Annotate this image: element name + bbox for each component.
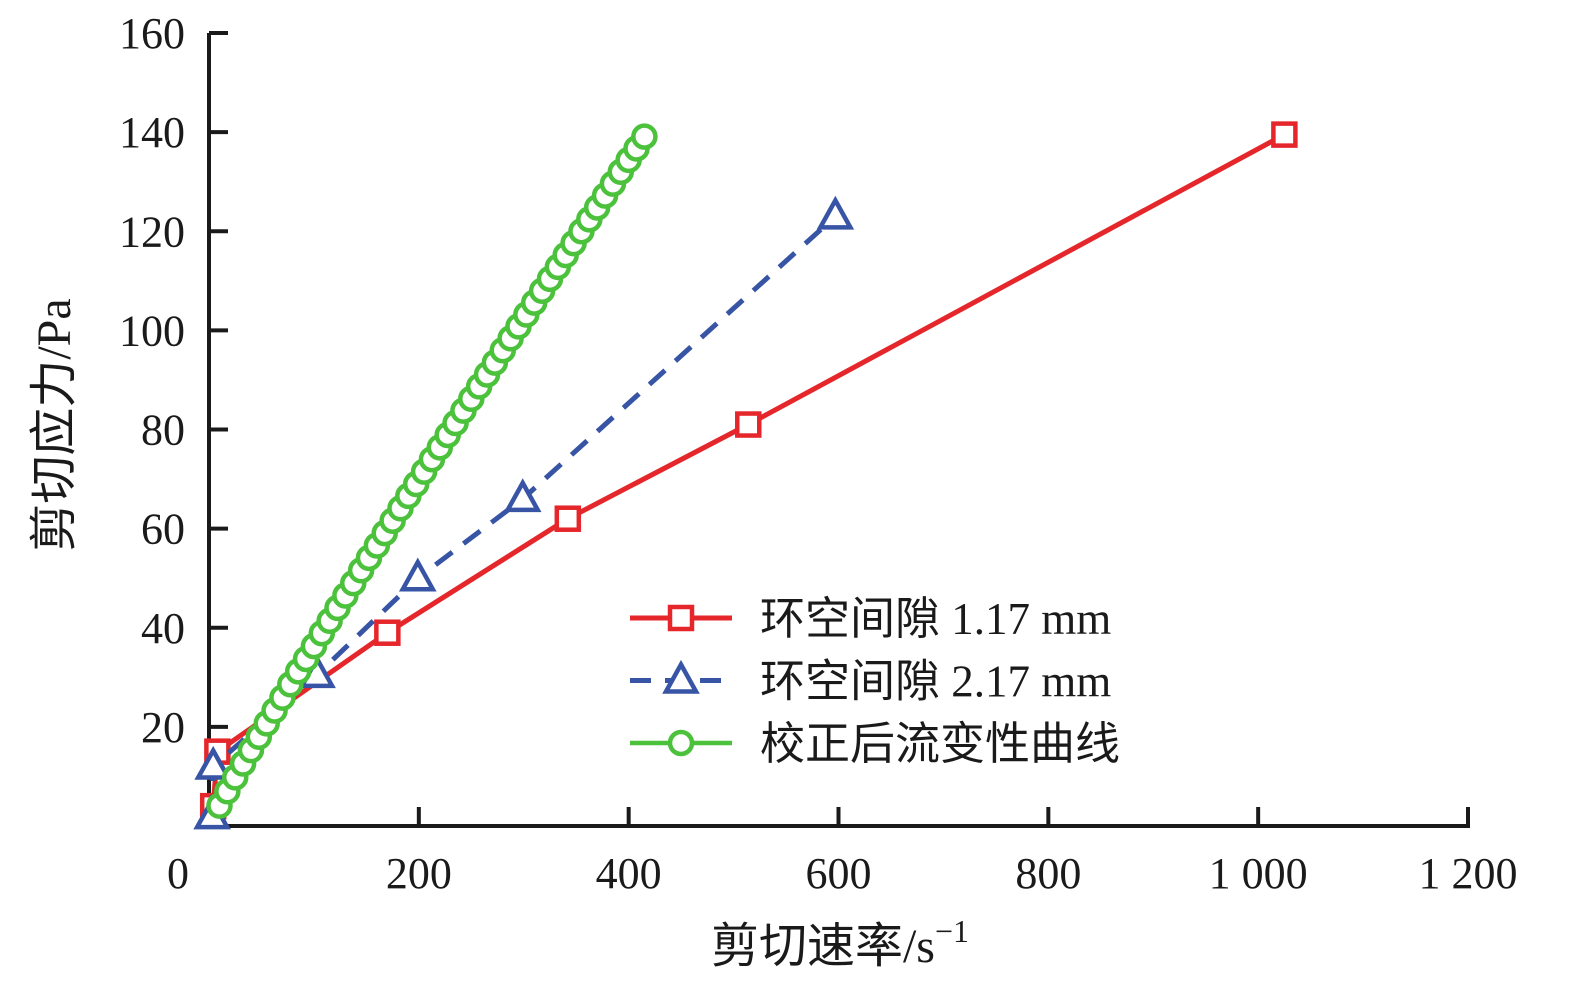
x-tick-label: 800 xyxy=(1015,849,1081,898)
y-tick-label: 160 xyxy=(119,9,185,58)
circle-marker xyxy=(631,123,658,150)
legend-item-0: 环空间隙 1.17 mm xyxy=(630,594,1111,644)
y-tick-label: 60 xyxy=(141,505,185,554)
x-tick-label: 1 200 xyxy=(1419,849,1518,898)
triangle-marker xyxy=(194,745,233,780)
square-marker xyxy=(735,411,762,438)
triangle-marker xyxy=(816,195,855,230)
triangle-marker xyxy=(398,557,437,592)
x-tick-label: 600 xyxy=(806,849,872,898)
square-marker xyxy=(1271,121,1298,148)
triangle-marker xyxy=(503,478,542,513)
legend: 环空间隙 1.17 mm 环空间隙 2.17 mm 校正后流变性曲线 xyxy=(630,594,1120,769)
square-marker xyxy=(554,505,582,532)
y-tick-label: 100 xyxy=(119,306,185,355)
x-tick-label: 400 xyxy=(596,849,662,898)
legend-item-1: 环空间隙 2.17 mm xyxy=(630,657,1111,707)
x-tick-label: 0 xyxy=(167,849,189,898)
circle-marker xyxy=(667,729,695,757)
legend-label: 环空间隙 2.17 mm xyxy=(760,657,1111,707)
y-tick-label: 120 xyxy=(119,207,185,256)
y-tick-label: 40 xyxy=(141,604,185,653)
x-tick-label: 1 000 xyxy=(1209,849,1308,898)
x-axis-title: 剪切速率/s−1 xyxy=(711,913,969,973)
legend-label: 环空间隙 1.17 mm xyxy=(760,594,1111,644)
legend-label: 校正后流变性曲线 xyxy=(760,719,1120,769)
square-marker xyxy=(667,604,695,632)
square-marker xyxy=(374,619,401,646)
x-tick-label: 200 xyxy=(386,849,452,898)
y-tick-label: 20 xyxy=(141,703,185,752)
y-tick-label: 80 xyxy=(141,406,185,455)
series-2 xyxy=(206,123,658,819)
y-axis-title: 剪切应力/Pa xyxy=(28,298,81,551)
legend-item-2: 校正后流变性曲线 xyxy=(630,719,1120,769)
triangle-marker xyxy=(662,659,700,694)
y-tick-label: 140 xyxy=(119,108,185,157)
